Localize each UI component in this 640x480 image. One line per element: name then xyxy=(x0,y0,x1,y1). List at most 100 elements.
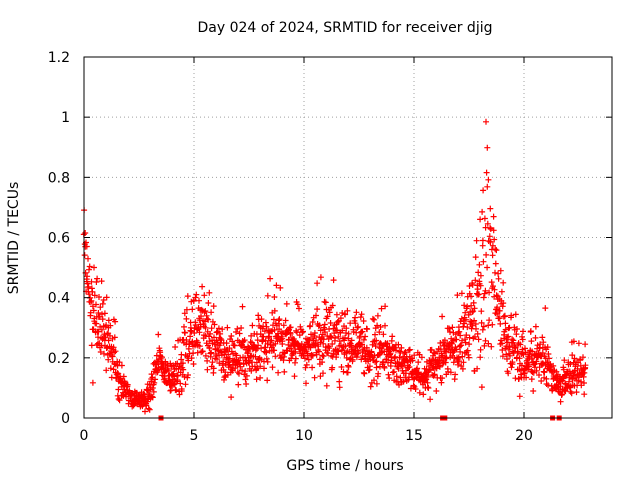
data-point xyxy=(103,294,110,301)
data-point xyxy=(89,379,96,386)
data-point xyxy=(519,336,526,343)
data-point xyxy=(504,356,510,362)
data-point xyxy=(371,377,377,384)
data-point xyxy=(484,183,491,190)
data-point xyxy=(499,353,506,360)
data-point xyxy=(488,343,495,350)
data-point xyxy=(93,320,100,327)
data-point xyxy=(452,371,459,378)
data-point xyxy=(338,364,345,370)
data-point xyxy=(402,349,409,355)
data-point xyxy=(580,373,587,380)
data-point xyxy=(461,320,468,327)
data-point xyxy=(352,314,359,321)
data-point xyxy=(485,176,492,183)
data-point xyxy=(236,370,242,377)
data-point xyxy=(110,344,117,351)
data-point xyxy=(580,354,586,361)
data-point xyxy=(181,310,188,317)
data-point xyxy=(377,324,384,330)
data-point xyxy=(460,359,467,366)
data-point xyxy=(257,374,264,381)
data-point xyxy=(189,306,196,313)
data-point xyxy=(403,370,409,377)
data-point xyxy=(373,337,380,344)
data-point xyxy=(569,376,576,383)
data-point xyxy=(254,337,261,344)
data-point xyxy=(465,354,472,361)
data-point xyxy=(99,300,106,307)
data-point xyxy=(484,220,491,227)
data-point xyxy=(567,388,574,395)
data-point xyxy=(471,317,478,324)
data-point xyxy=(550,362,557,369)
data-point xyxy=(215,325,222,332)
data-point xyxy=(330,277,337,284)
data-point xyxy=(354,324,361,331)
data-point xyxy=(291,373,298,380)
data-point xyxy=(357,314,364,321)
data-point xyxy=(436,363,443,370)
data-point xyxy=(94,275,101,282)
data-point xyxy=(161,375,168,382)
data-point xyxy=(344,369,351,376)
data-point xyxy=(486,317,493,324)
data-point xyxy=(185,372,191,378)
data-point xyxy=(152,376,159,383)
data-point xyxy=(342,343,349,350)
data-point xyxy=(306,336,313,343)
data-point xyxy=(337,315,344,322)
data-point xyxy=(480,187,487,194)
data-point xyxy=(507,352,513,359)
data-point xyxy=(532,334,539,341)
y-tick-label: 0.6 xyxy=(48,231,70,247)
data-point xyxy=(120,373,127,380)
data-point xyxy=(557,398,564,405)
data-point xyxy=(202,324,209,331)
data-point xyxy=(221,374,228,381)
data-point xyxy=(307,344,314,351)
data-point xyxy=(374,312,381,319)
data-point xyxy=(581,391,588,398)
data-point xyxy=(302,364,309,371)
data-point xyxy=(217,335,224,342)
data-point xyxy=(385,371,392,378)
data-point xyxy=(208,325,215,332)
data-point xyxy=(480,258,487,265)
data-point xyxy=(316,348,322,355)
data-point xyxy=(272,353,279,360)
data-point xyxy=(430,349,437,356)
data-point xyxy=(457,348,464,355)
y-axis-label: SRMTID / TECUs xyxy=(6,182,22,295)
x-tick-labels: 0 5 10 15 20 xyxy=(80,428,533,444)
data-point xyxy=(89,303,96,310)
data-point xyxy=(343,354,350,361)
data-point xyxy=(493,247,500,254)
data-point xyxy=(479,242,486,249)
data-point xyxy=(481,215,488,222)
data-point xyxy=(359,328,366,335)
data-point xyxy=(243,381,250,387)
data-point xyxy=(545,382,552,389)
data-point xyxy=(486,233,493,240)
data-point xyxy=(334,327,341,334)
data-point xyxy=(273,282,280,289)
data-point xyxy=(367,383,374,390)
data-point xyxy=(387,363,394,369)
data-point xyxy=(236,330,243,337)
data-point xyxy=(173,387,180,394)
data-point xyxy=(193,291,200,298)
data-point xyxy=(581,380,587,386)
data-point xyxy=(487,205,494,212)
data-point xyxy=(223,340,230,347)
data-point xyxy=(198,313,204,320)
data-point xyxy=(360,318,367,324)
data-point xyxy=(282,317,289,324)
data-point xyxy=(425,385,432,391)
x-tick-label: 10 xyxy=(295,428,313,444)
y-tick-label: 0.8 xyxy=(48,170,70,186)
data-point xyxy=(149,394,156,401)
data-point xyxy=(487,239,494,245)
data-point xyxy=(424,384,431,391)
data-point xyxy=(81,252,88,259)
